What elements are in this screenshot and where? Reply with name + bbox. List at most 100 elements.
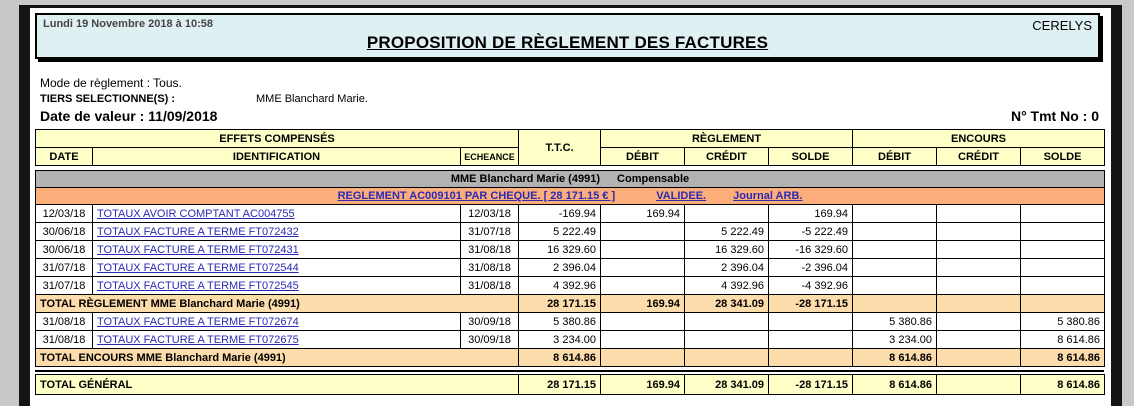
table-row: 31/07/18 TOTAUX FACTURE A TERME FT072544… [35,258,1106,277]
total-encours-reglement-credit [684,348,769,367]
report-datetime: Lundi 19 Novembre 2018 à 10:58 [43,18,213,30]
table-row: 31/07/18 TOTAUX FACTURE A TERME FT072545… [35,276,1106,295]
cell-ttc: 5 222.49 [518,222,601,241]
group-reglement-cell: REGLEMENT AC009101 PAR CHEQUE. [ 28 171.… [34,187,1106,205]
col-encours-solde: SOLDE [1020,147,1106,166]
cell-reglement-solde: -4 392.96 [768,276,853,295]
group-title-row: MME Blanchard Marie (4991) Compensable [34,170,1106,188]
settlement-table: EFFETS COMPENSÉS T.T.C. RÈGLEMENT ENCOUR… [34,129,1106,395]
cell-encours-credit [936,222,1021,241]
validee-link[interactable]: VALIDEE. [656,190,707,202]
total-reglement-credit: 28 341.09 [684,294,769,313]
total-reglement-encours-credit [936,294,1021,313]
payment-mode-label: Mode de règlement : Tous. [40,76,182,90]
cell-reglement-debit [600,330,685,349]
cell-identification: TOTAUX AVOIR COMPTANT AC004755 [92,204,461,223]
cell-encours-solde [1019,258,1106,277]
cell-echeance: 31/08/18 [460,240,519,259]
grand-total-row: TOTAL GÉNÉRAL 28 171.15 169.94 28 341.09… [34,374,1106,395]
cell-identification: TOTAUX FACTURE A TERME FT072544 [92,258,461,277]
selected-tiers-label: TIERS SELECTIONNE(S) : [40,93,176,105]
cell-encours-debit [852,276,937,295]
cell-reglement-solde: -16 329.60 [768,240,853,259]
cell-reglement-credit [684,330,769,349]
group-title-cell: MME Blanchard Marie (4991) Compensable [34,170,1106,188]
selected-tiers-value: MME Blanchard Marie. [256,93,368,105]
cell-echeance: 30/09/18 [460,312,519,331]
cell-ttc: 5 380.86 [518,312,601,331]
cell-identification: TOTAUX FACTURE A TERME FT072432 [92,222,461,241]
header-columns-row: DATE IDENTIFICATION ECHEANCE DÉBIT CRÉDI… [35,147,1106,166]
cell-encours-debit [852,258,937,277]
cell-encours-credit [936,312,1021,331]
col-reglement-debit: DÉBIT [600,147,686,166]
col-group-encours: ENCOURS [852,129,1106,148]
grand-total-ttc: 28 171.15 [518,374,602,395]
col-group-reglement: RÈGLEMENT [600,129,854,148]
total-reglement-debit: 169.94 [600,294,685,313]
cell-encours-credit [936,258,1021,277]
document-link[interactable]: TOTAUX FACTURE A TERME FT072432 [97,225,299,238]
table-row: 30/06/18 TOTAUX FACTURE A TERME FT072431… [35,240,1106,259]
document-link[interactable]: TOTAUX FACTURE A TERME FT072545 [97,279,299,292]
cell-reglement-solde [768,330,853,349]
total-reglement-encours-debit [852,294,937,313]
grand-total-table: TOTAL GÉNÉRAL 28 171.15 169.94 28 341.09… [34,374,1106,395]
document-link[interactable]: TOTAUX AVOIR COMPTANT AC004755 [97,207,295,220]
tmt-number-label: N° Tmt No : 0 [1010,108,1099,124]
grand-total-label: TOTAL GÉNÉRAL [34,374,520,395]
total-encours-label: TOTAL ENCOURS MME Blanchard Marie (4991) [35,348,519,367]
col-date: DATE [35,147,93,166]
reglement-cheque-link[interactable]: REGLEMENT AC009101 PAR CHEQUE. [ 28 171.… [337,190,616,202]
col-encours-credit: CRÉDIT [936,147,1022,166]
cell-encours-credit [936,204,1021,223]
cell-reglement-debit [600,312,685,331]
cell-ttc: 2 396.04 [518,258,601,277]
cell-encours-solde: 8 614.86 [1019,330,1106,349]
document-link[interactable]: TOTAUX FACTURE A TERME FT072675 [97,333,299,346]
value-date-label: Date de valeur : 11/09/2018 [40,108,218,124]
cell-identification: TOTAUX FACTURE A TERME FT072674 [92,312,461,331]
group-tiers-name: MME Blanchard Marie (4991) [450,173,600,185]
cell-encours-solde [1019,222,1106,241]
cell-reglement-solde: -5 222.49 [768,222,853,241]
header-group-row: EFFETS COMPENSÉS T.T.C. RÈGLEMENT ENCOUR… [34,129,1106,166]
cell-encours-debit [852,204,937,223]
document-link[interactable]: TOTAUX FACTURE A TERME FT072544 [97,261,299,274]
col-identification: IDENTIFICATION [92,147,461,166]
cell-reglement-solde: -2 396.04 [768,258,853,277]
report-page: Lundi 19 Novembre 2018 à 10:58 CERELYS P… [19,5,1122,406]
col-ttc: T.T.C. [518,129,602,166]
cell-encours-debit: 5 380.86 [852,312,937,331]
cell-identification: TOTAUX FACTURE A TERME FT072545 [92,276,461,295]
col-reglement-credit: CRÉDIT [684,147,770,166]
cell-reglement-credit [684,312,769,331]
journal-link[interactable]: Journal ARB. [733,190,803,202]
total-reglement-ttc: 28 171.15 [518,294,601,313]
cell-echeance: 30/09/18 [460,330,519,349]
cell-echeance: 31/08/18 [460,258,519,277]
grand-total-reglement-credit: 28 341.09 [684,374,770,395]
cell-encours-solde [1019,276,1106,295]
cell-encours-debit: 3 234.00 [852,330,937,349]
grand-total-encours-solde: 8 614.86 [1020,374,1106,395]
column-header-table: EFFETS COMPENSÉS T.T.C. RÈGLEMENT ENCOUR… [34,129,1106,166]
cell-reglement-credit: 16 329.60 [684,240,769,259]
cell-ttc: -169.94 [518,204,601,223]
document-link[interactable]: TOTAUX FACTURE A TERME FT072431 [97,243,299,256]
cell-identification: TOTAUX FACTURE A TERME FT072431 [92,240,461,259]
grand-total-reglement-debit: 169.94 [600,374,686,395]
cell-date: 12/03/18 [35,204,93,223]
total-encours-reglement-solde [768,348,853,367]
section-divider [35,370,1104,372]
report-title: PROPOSITION DE RÈGLEMENT DES FACTURES [366,33,769,52]
total-reglement-row: TOTAL RÈGLEMENT MME Blanchard Marie (499… [35,294,1106,313]
detail-table: MME Blanchard Marie (4991) Compensable R… [34,170,1106,367]
document-link[interactable]: TOTAUX FACTURE A TERME FT072674 [97,315,299,328]
cell-date: 31/08/18 [35,330,93,349]
cell-date: 30/06/18 [35,222,93,241]
table-row: 12/03/18 TOTAUX AVOIR COMPTANT AC004755 … [35,204,1106,223]
cell-ttc: 3 234.00 [518,330,601,349]
total-reglement-encours-solde [1019,294,1106,313]
report-header: Lundi 19 Novembre 2018 à 10:58 CERELYS P… [35,13,1100,59]
